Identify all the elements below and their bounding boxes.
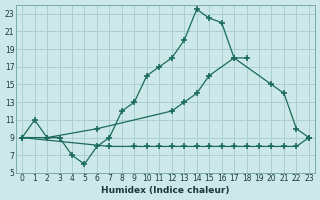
X-axis label: Humidex (Indice chaleur): Humidex (Indice chaleur)	[101, 186, 230, 195]
